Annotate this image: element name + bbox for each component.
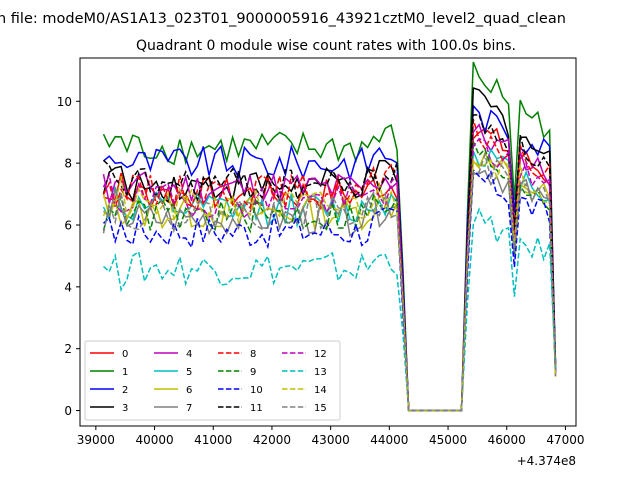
x-tick-label: 44000 xyxy=(370,433,408,447)
y-tick-label: 10 xyxy=(57,95,72,109)
series-line-10 xyxy=(102,168,557,412)
legend-label-0: 0 xyxy=(122,349,128,360)
legend-label-12: 12 xyxy=(314,349,327,360)
x-tick-label: 39000 xyxy=(77,433,115,447)
legend-label-5: 5 xyxy=(186,367,192,378)
legend-label-8: 8 xyxy=(250,349,256,360)
series-line-11 xyxy=(102,114,557,412)
legend-label-4: 4 xyxy=(186,349,192,360)
legend-label-7: 7 xyxy=(186,403,192,414)
legend-label-15: 15 xyxy=(314,403,327,414)
plot-area-frame xyxy=(79,57,577,427)
x-tick-label: 41000 xyxy=(194,433,232,447)
legend-label-11: 11 xyxy=(250,403,263,414)
y-tick-label: 8 xyxy=(64,157,72,171)
legend-label-14: 14 xyxy=(314,385,327,396)
y-axis: 0 2 4 6 8 10 xyxy=(57,95,80,418)
legend-label-3: 3 xyxy=(122,403,128,414)
series-line-15 xyxy=(102,151,557,412)
chart-title: Quadrant 0 module wise count rates with … xyxy=(136,38,516,54)
x-tick-label: 47000 xyxy=(546,433,584,447)
series-line-13 xyxy=(102,207,557,412)
x-tick-label: 43000 xyxy=(312,433,350,447)
legend-label-1: 1 xyxy=(122,367,128,378)
series-line-8 xyxy=(102,118,557,412)
legend-label-10: 10 xyxy=(250,385,263,396)
x-axis: 39000 40000 41000 42000 43000 44000 45000 46000… xyxy=(77,426,585,447)
x-tick-label: 40000 xyxy=(135,433,173,447)
series-layer xyxy=(102,61,557,412)
legend-label-9: 9 xyxy=(250,367,256,378)
y-tick-label: 6 xyxy=(64,218,72,232)
x-tick-label: 46000 xyxy=(488,433,526,447)
y-tick-label: 0 xyxy=(64,404,72,418)
x-tick-label: 45000 xyxy=(429,433,467,447)
legend-label-13: 13 xyxy=(314,367,327,378)
legend-label-6: 6 xyxy=(186,385,192,396)
x-offset-text: +4.374e8 xyxy=(517,454,576,468)
series-line-1 xyxy=(102,61,557,412)
legend-label-2: 2 xyxy=(122,385,128,396)
x-tick-label: 42000 xyxy=(253,433,291,447)
suptitle: n file: modeM0/AS1A13_023T01_9000005916_… xyxy=(0,11,566,27)
y-tick-label: 2 xyxy=(64,342,72,356)
legend-box xyxy=(84,340,341,421)
y-tick-label: 4 xyxy=(64,280,72,294)
